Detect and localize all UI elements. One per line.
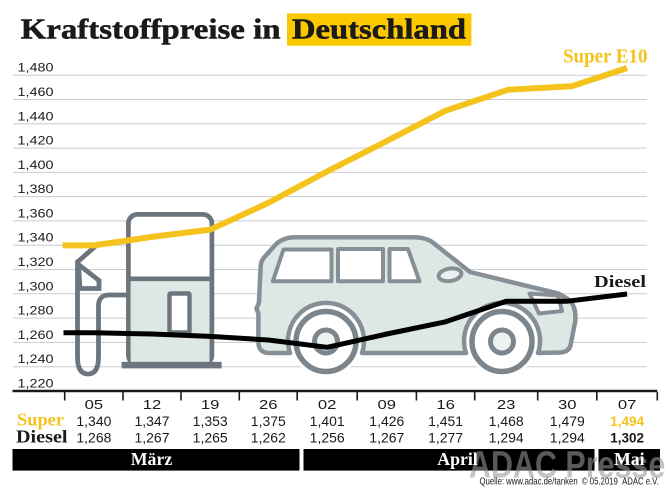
svg-text:1,375: 1,375 <box>251 414 286 429</box>
svg-text:1,220: 1,220 <box>18 379 54 391</box>
svg-text:Mai: Mai <box>614 449 645 469</box>
svg-text:1,460: 1,460 <box>18 87 54 99</box>
svg-text:1,340: 1,340 <box>18 233 54 245</box>
svg-text:1,280: 1,280 <box>18 306 54 318</box>
svg-text:Super: Super <box>17 410 64 430</box>
svg-text:1,256: 1,256 <box>310 430 345 445</box>
svg-text:1,267: 1,267 <box>369 430 404 445</box>
svg-text:1,426: 1,426 <box>369 414 404 429</box>
svg-text:1,360: 1,360 <box>18 208 54 220</box>
svg-text:1,340: 1,340 <box>76 414 111 429</box>
svg-text:1,440: 1,440 <box>18 111 54 123</box>
svg-text:16: 16 <box>436 397 455 412</box>
svg-text:ADAC Presse: ADAC Presse <box>469 445 665 487</box>
svg-text:12: 12 <box>143 397 162 412</box>
svg-text:1,451: 1,451 <box>428 414 463 429</box>
svg-text:Super E10: Super E10 <box>563 46 648 68</box>
svg-text:07: 07 <box>618 397 637 412</box>
svg-text:März: März <box>131 449 173 469</box>
svg-text:1,401: 1,401 <box>310 414 345 429</box>
svg-text:1,294: 1,294 <box>550 430 585 445</box>
svg-text:April: April <box>437 449 478 469</box>
svg-text:05: 05 <box>85 397 104 412</box>
svg-text:1,420: 1,420 <box>18 136 54 148</box>
svg-text:1,267: 1,267 <box>135 430 170 445</box>
svg-text:1,302: 1,302 <box>610 430 644 445</box>
svg-text:1,494: 1,494 <box>610 414 644 429</box>
svg-text:1,268: 1,268 <box>76 430 111 445</box>
svg-text:Diesel: Diesel <box>594 272 647 291</box>
svg-text:1,380: 1,380 <box>18 184 54 196</box>
svg-text:23: 23 <box>497 397 516 412</box>
svg-text:Quelle: www.adac.de/tanken ©: Quelle: www.adac.de/tanken © 05.2019 ADA… <box>480 477 659 488</box>
svg-text:1,262: 1,262 <box>251 430 286 445</box>
svg-text:Deutschland: Deutschland <box>292 15 466 46</box>
svg-text:09: 09 <box>378 397 397 412</box>
svg-text:1,277: 1,277 <box>428 430 463 445</box>
svg-text:1,480: 1,480 <box>18 63 54 75</box>
svg-text:Kraftstoffpreise in: Kraftstoffpreise in <box>21 15 281 46</box>
svg-text:1,468: 1,468 <box>489 414 524 429</box>
svg-text:26: 26 <box>259 397 278 412</box>
svg-text:1,353: 1,353 <box>193 414 228 429</box>
svg-text:1,260: 1,260 <box>18 330 54 342</box>
svg-text:1,294: 1,294 <box>489 430 524 445</box>
svg-text:Diesel: Diesel <box>16 426 68 446</box>
svg-text:1,320: 1,320 <box>18 257 54 269</box>
svg-text:19: 19 <box>201 397 220 412</box>
svg-text:30: 30 <box>558 397 577 412</box>
svg-text:1,265: 1,265 <box>193 430 228 445</box>
svg-text:02: 02 <box>318 397 337 412</box>
svg-text:1,300: 1,300 <box>18 281 54 293</box>
svg-text:1,240: 1,240 <box>18 354 54 366</box>
svg-text:1,479: 1,479 <box>550 414 585 429</box>
svg-text:1,400: 1,400 <box>18 160 54 172</box>
svg-text:1,347: 1,347 <box>135 414 170 429</box>
